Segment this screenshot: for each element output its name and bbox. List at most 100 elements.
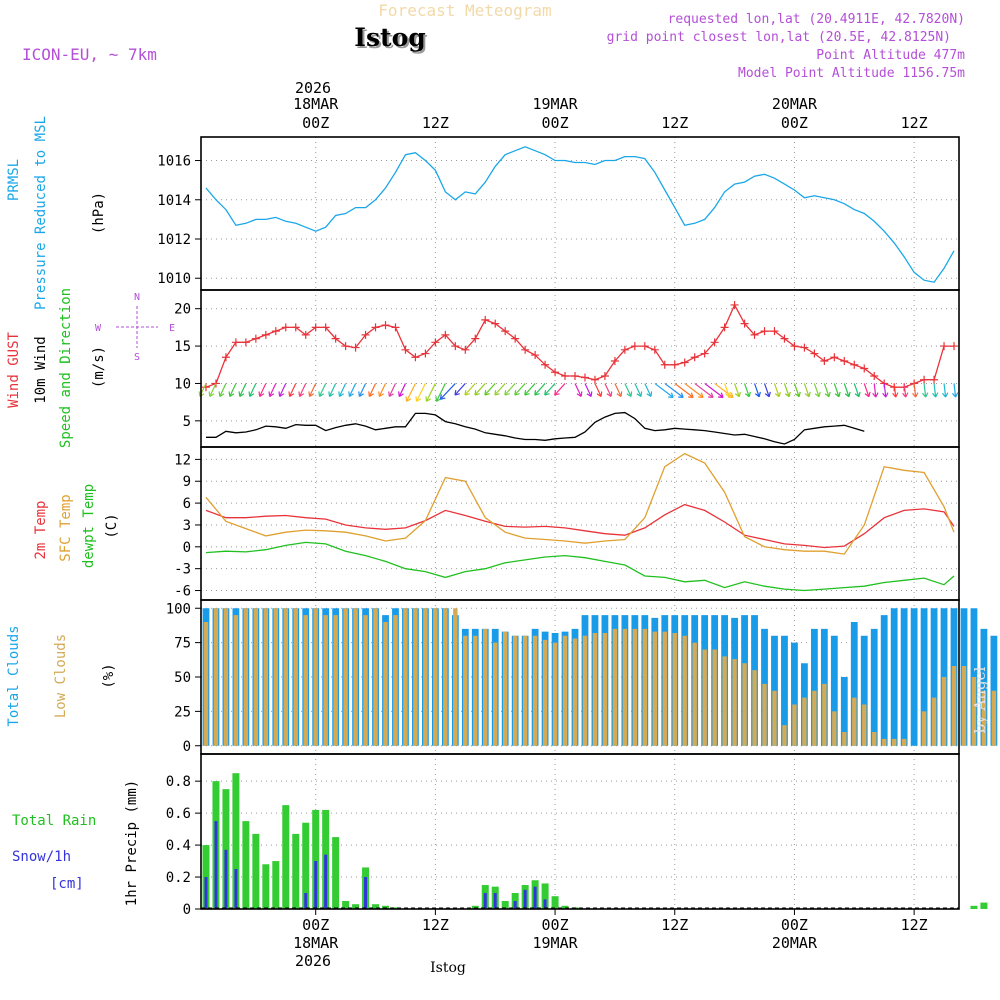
gust-marker [271,327,280,336]
top-time-label: 00Z [302,114,329,132]
top-time-label: 00Z [781,114,808,132]
low-cloud-bar [522,635,528,746]
gust-marker [331,334,340,343]
wind-arrow-shaft [913,383,917,398]
wind-arrow-head [646,391,653,397]
wind-arrow-shaft [783,383,790,397]
rain-bar [372,904,380,909]
low-cloud-bar [981,690,987,746]
snow-bar [513,901,517,909]
rain-bar [222,789,230,909]
y-tick-label: 0 [183,540,191,556]
low-cloud-bar [293,608,298,746]
wind-arrow [514,383,526,396]
wind-gust-line [205,303,954,388]
wind-arrow-head [398,391,404,397]
wind-arrow-shaft [484,383,496,396]
low-cloud-bar [702,649,707,746]
gust-marker [670,360,679,369]
rain-bar [272,861,280,909]
bottom-day-label: 20MAR [772,934,818,952]
low-cloud-bar [971,677,977,746]
wind-arrow-head [774,391,781,398]
wind-arrow-head [358,391,364,397]
bottom-time-label: 12Z [901,916,928,934]
wind-arrow [763,383,771,398]
wind-arrow [882,383,889,398]
gust-marker [381,321,390,330]
gust-marker [221,353,230,362]
wind-arrow-shaft [328,383,337,397]
gust-marker [790,342,799,351]
gust-marker [950,342,959,351]
gust-marker [231,338,240,347]
wind-arrow-shaft [743,383,750,397]
wind-arrow [614,383,623,397]
wind-arrow [654,382,674,398]
low-cloud-bar [941,677,947,746]
bottom-day-label: 18MAR [293,934,339,952]
wind-arrow-head [922,392,929,398]
snow-bar [304,893,308,909]
low-cloud-bar [463,635,468,746]
wind-arrow-head [814,391,821,398]
wind-arrow [484,383,496,396]
wind-arrow-head [268,391,275,397]
wind-arrow-head [718,392,724,398]
wind-panel: 5 10 15 20 [174,289,960,448]
wind-arrow [288,383,297,397]
low-cloud-bar [921,711,927,746]
gust-marker [810,349,819,358]
low-cloud-bar [762,683,767,746]
wind-arrow [624,383,633,397]
low-cloud-bar [443,608,448,746]
wind-arrow [604,383,613,397]
y-tick-label: 75 [174,636,191,652]
gust-marker [431,338,440,347]
low-cloud-bar [582,635,588,746]
wind-arrow-head [764,391,771,398]
temp-panel: -6 -3 0 3 6 9 12 [174,446,960,601]
wind-arrow [544,383,556,396]
low-cloud-bar [772,690,777,746]
wind-arrow [704,382,724,398]
y-tick-label: 0 [183,902,191,918]
wind-arrow [783,383,791,398]
wind-arrow [892,383,899,398]
wind-arrow [941,383,949,398]
wind-arrow-shaft [358,383,367,397]
low-cloud-bar [742,663,747,746]
wind-arrow-head [824,391,831,398]
low-cloud-bar [253,608,259,746]
wind-arrow-head [388,391,394,397]
clouds-unit-label: (%) [101,663,117,688]
wind-arrow-shaft [464,383,476,396]
wind-arrow [318,383,327,397]
wind-arrow-shaft [259,383,267,397]
y-tick-label: 0.2 [166,870,191,886]
bottom-time-label: 00Z [302,916,329,934]
wind-arrow [833,383,841,398]
y-tick-label: -6 [174,584,191,600]
y-tick-label: 10 [174,376,191,392]
rain-bar [980,902,988,909]
wind-arrow-shaft [584,383,592,397]
gust-marker [610,357,619,366]
y-tick-label: 9 [183,474,191,490]
low-cloud-bar [612,628,618,746]
snow-bar [543,899,547,909]
wind-arrow-shaft [773,383,780,397]
low-cloud-bar [243,608,249,746]
low-cloud-bar [732,659,737,746]
low-cloud-bar [602,633,608,746]
forecast-title: Forecast Meteogram [378,1,551,20]
gust-marker [820,357,829,366]
y-tick-label: 100 [166,601,191,617]
wind-arrow-head [405,396,412,402]
pressure-unit-label: (hPa) [91,192,107,234]
wind-arrow-head [854,391,861,398]
low-cloud-bar [223,608,229,746]
wind-arrow-shaft [654,382,674,398]
wind-arrow-shaft [803,383,810,397]
wind-arrow [464,383,476,396]
